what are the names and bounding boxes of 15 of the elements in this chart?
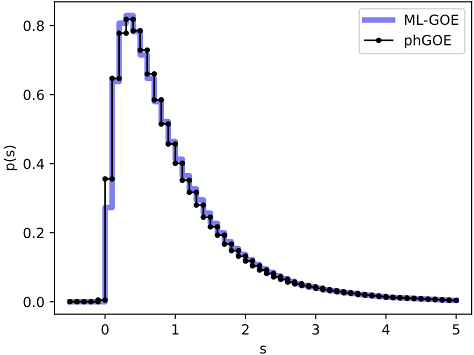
x-axis-title: s (260, 346, 266, 354)
x-tick-label: 3 (312, 324, 320, 335)
legend-label: ML-GOE (405, 14, 458, 26)
x-tick-label: 2 (242, 324, 249, 334)
x-tick-label: 0 (102, 324, 109, 335)
y-axis-title: p(s) (4, 146, 18, 170)
x-tick-label: 1 (172, 324, 178, 334)
y-tick-label: 0.6 (24, 90, 44, 100)
y-tick-label: 0.2 (24, 228, 44, 238)
y-tick-label: 0.4 (24, 158, 44, 170)
y-tick-label: 0.0 (24, 296, 44, 308)
legend-label: phGOE (404, 34, 451, 48)
x-tick-label: 4 (382, 324, 390, 334)
x-tick-label: 5 (452, 324, 460, 335)
y-tick-label: 0.8 (24, 20, 44, 32)
